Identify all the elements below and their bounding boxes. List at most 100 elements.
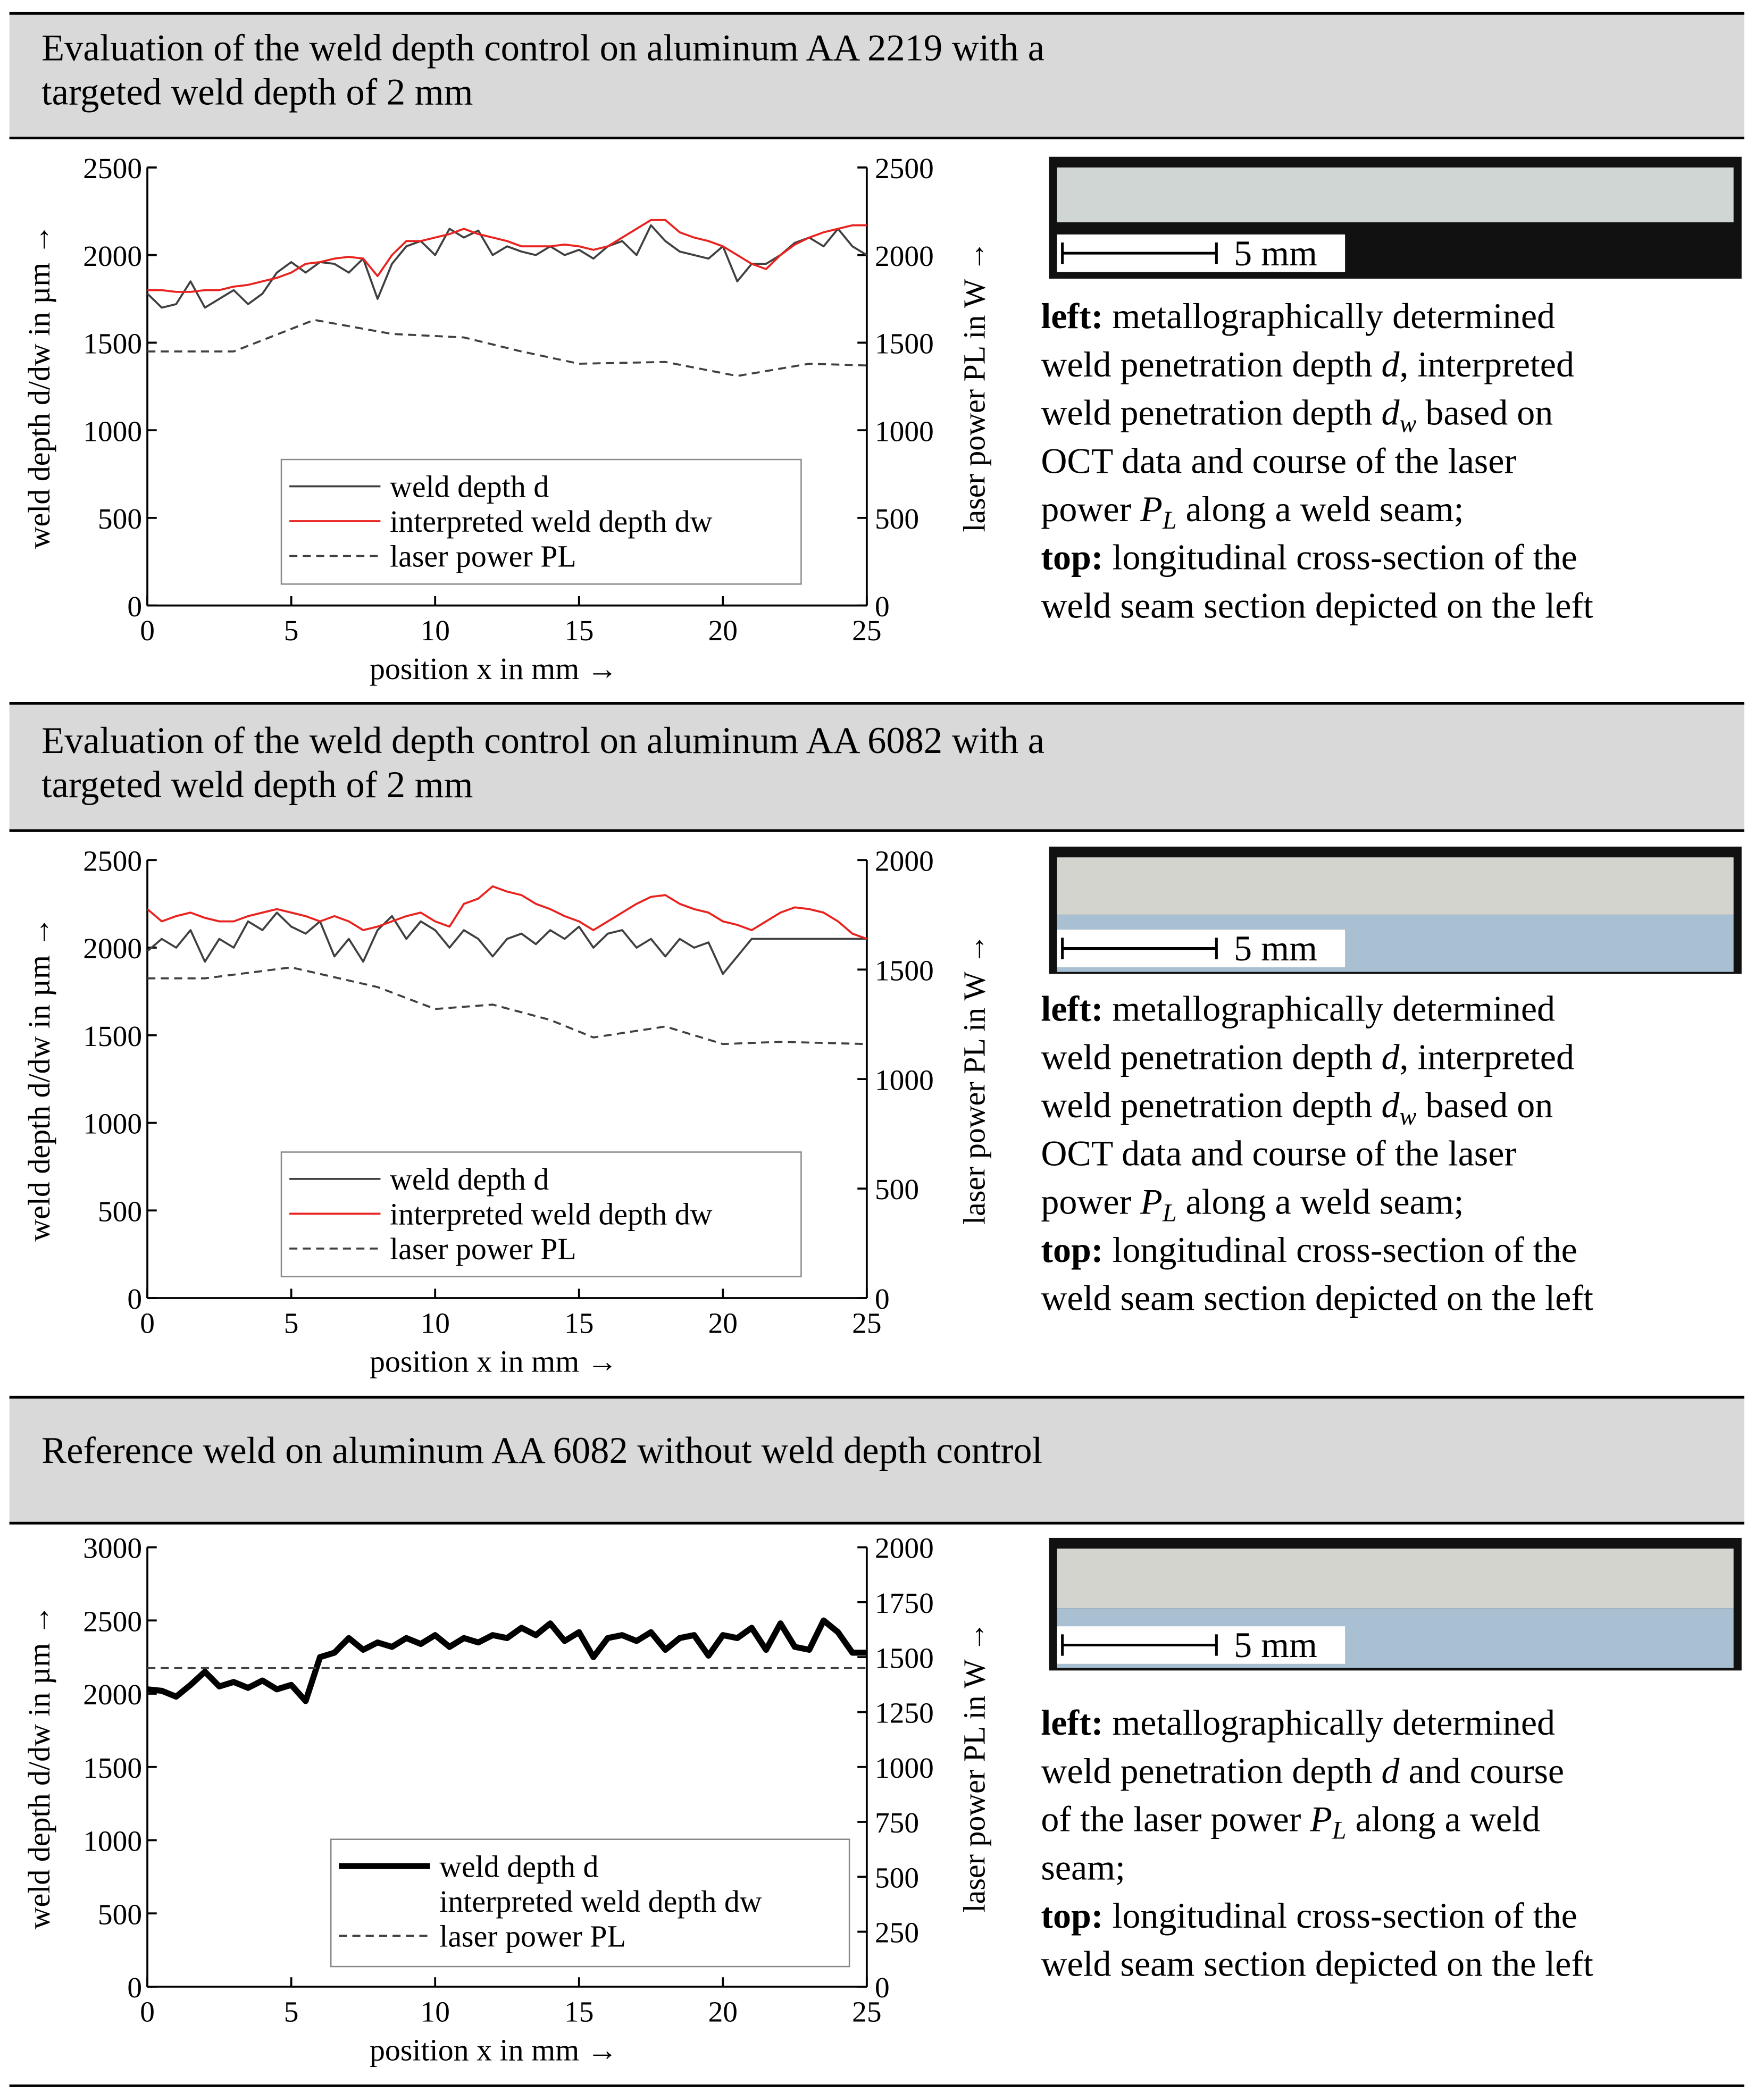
y2-tick-label: 1000	[875, 415, 934, 447]
text-run: d	[1381, 1085, 1400, 1125]
text-run: metallographically determined	[1103, 1702, 1555, 1743]
scale-label: 5 mm	[1234, 1625, 1317, 1665]
text-run: of the laser power	[1041, 1799, 1310, 1839]
description-line: left: metallographically determined	[1041, 296, 1555, 336]
x-tick-label: 15	[564, 614, 594, 647]
y-tick-label: 1500	[83, 1752, 142, 1784]
text-run: along a weld seam;	[1176, 1181, 1464, 1221]
description-line: weld seam section depicted on the left	[1041, 1278, 1593, 1318]
text-run: left:	[1041, 296, 1103, 336]
text-run: weld seam section depicted on the left	[1041, 585, 1593, 625]
x-tick-label: 10	[420, 614, 449, 647]
x-tick-label: 0	[140, 614, 155, 647]
panel-title: Evaluation of the weld depth control on …	[41, 27, 1044, 69]
legend-label: weld depth d	[390, 1162, 549, 1197]
x-axis-label: position x in mm →	[370, 1344, 618, 1379]
text-run: d	[1381, 1036, 1400, 1077]
text-run: weld penetration depth	[1041, 1036, 1381, 1077]
y-tick-label: 3000	[83, 1532, 142, 1564]
x-tick-label: 10	[420, 1307, 449, 1340]
description-line: power PL along a weld seam;	[1041, 1181, 1464, 1227]
text-run: weld penetration depth	[1041, 344, 1381, 384]
y2-tick-label: 1000	[875, 1064, 934, 1096]
y-tick-label: 1000	[83, 415, 142, 447]
y2-tick-label: 0	[875, 1971, 890, 2004]
text-run: left:	[1041, 1702, 1103, 1743]
text-run: , interpreted	[1399, 344, 1574, 384]
text-run: metallographically determined	[1103, 989, 1555, 1029]
y2-tick-label: 2000	[875, 240, 934, 272]
y-tick-label: 2000	[83, 240, 142, 272]
y2-axis-label: laser power PL in W →	[957, 241, 992, 532]
y-tick-label: 2500	[83, 1605, 142, 1637]
text-run: P	[1140, 1181, 1163, 1221]
description-line: weld penetration depth dw based on	[1041, 392, 1553, 438]
legend-label: interpreted weld depth dw	[439, 1884, 762, 1919]
y-tick-label: 1000	[83, 1108, 142, 1140]
text-run: longitudinal cross-section of the	[1103, 1229, 1577, 1270]
x-tick-label: 5	[284, 1995, 299, 2028]
legend-label: interpreted weld depth dw	[390, 1197, 713, 1231]
y2-tick-label: 1500	[875, 954, 934, 986]
x-tick-label: 15	[564, 1995, 594, 2028]
y2-tick-label: 500	[875, 1861, 919, 1894]
y2-tick-label: 1750	[875, 1587, 934, 1619]
header-band	[9, 703, 1744, 831]
photo-seam	[1057, 857, 1734, 915]
series-line	[147, 319, 867, 377]
x-axis-label: position x in mm →	[370, 651, 618, 686]
description-line: weld seam section depicted on the left	[1041, 1944, 1593, 1984]
text-run: w	[1399, 410, 1416, 438]
y2-tick-label: 1500	[875, 328, 934, 360]
description-line: weld penetration depth d, interpreted	[1041, 1036, 1574, 1077]
y-axis-label: weld depth d/dw in µm →	[22, 1604, 56, 1929]
text-run: top:	[1041, 537, 1103, 578]
y-tick-label: 2500	[83, 844, 142, 877]
y-tick-label: 500	[98, 1195, 142, 1227]
description-line: left: metallographically determined	[1041, 1702, 1555, 1743]
text-run: and course	[1399, 1751, 1564, 1791]
photo-seam	[1057, 167, 1734, 223]
y-tick-label: 500	[98, 503, 142, 535]
text-run: metallographically determined	[1103, 296, 1555, 336]
text-run: left:	[1041, 989, 1103, 1029]
y-tick-label: 1500	[83, 1020, 142, 1052]
photo-seam	[1057, 1549, 1734, 1609]
text-run: top:	[1041, 1895, 1103, 1936]
text-run: P	[1140, 489, 1163, 529]
y2-tick-label: 0	[875, 590, 890, 623]
y2-tick-label: 2500	[875, 152, 934, 185]
y-tick-label: 0	[127, 1283, 142, 1315]
text-run: d	[1381, 392, 1400, 433]
x-tick-label: 0	[140, 1307, 155, 1340]
text-run: d	[1381, 1751, 1400, 1791]
y2-tick-label: 250	[875, 1917, 919, 1949]
y2-tick-label: 1250	[875, 1697, 934, 1729]
x-tick-label: 20	[708, 1307, 738, 1340]
header-band	[9, 13, 1744, 138]
y2-tick-label: 2000	[875, 1532, 934, 1564]
panel-title: targeted weld depth of 2 mm	[41, 764, 473, 806]
description-line: top: longitudinal cross-section of the	[1041, 1229, 1577, 1270]
y2-axis-label: laser power PL in W →	[957, 933, 992, 1225]
description-line: of the laser power PL along a weld	[1041, 1799, 1540, 1845]
y-axis-label: weld depth d/dw in µm →	[22, 224, 56, 549]
text-run: OCT data and course of the laser	[1041, 1133, 1516, 1174]
text-run: seam;	[1041, 1847, 1125, 1887]
x-tick-label: 25	[852, 614, 881, 647]
y2-tick-label: 1500	[875, 1642, 934, 1674]
series-line	[146, 885, 867, 940]
text-run: weld seam section depicted on the left	[1041, 1944, 1593, 1984]
description-line: power PL along a weld seam;	[1041, 489, 1464, 534]
legend-label: laser power PL	[439, 1919, 626, 1953]
text-run: weld penetration depth	[1041, 392, 1381, 433]
x-axis-label: position x in mm →	[370, 2032, 618, 2067]
text-run: d	[1381, 344, 1400, 384]
description-line: weld penetration depth d, interpreted	[1041, 344, 1574, 384]
legend-label: laser power PL	[390, 1232, 576, 1266]
description-line: top: longitudinal cross-section of the	[1041, 1895, 1577, 1936]
y2-tick-label: 0	[875, 1283, 890, 1315]
text-run: power	[1041, 489, 1140, 529]
